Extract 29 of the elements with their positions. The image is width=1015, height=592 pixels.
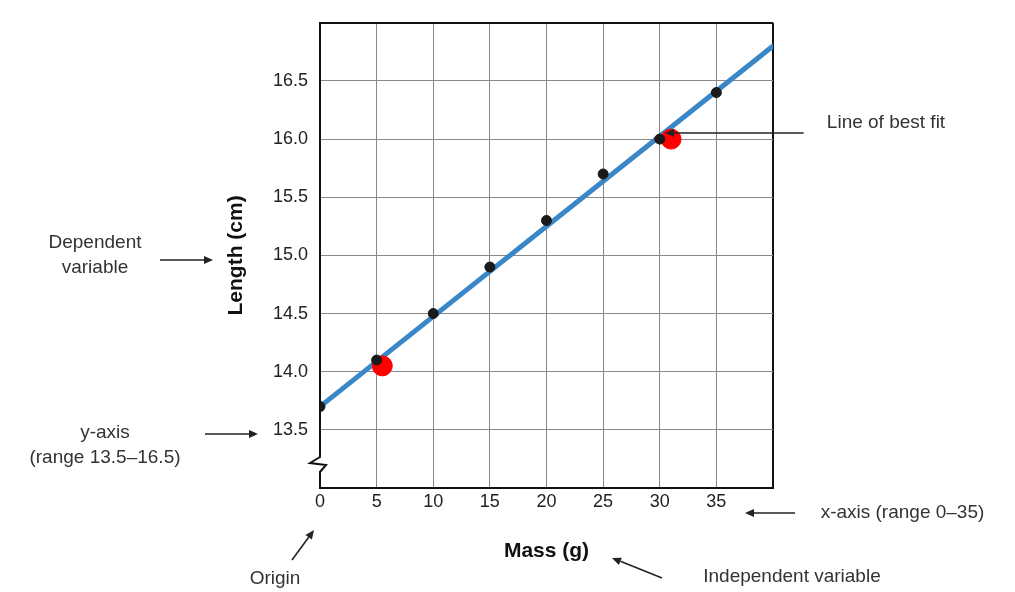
y-tick-label: 15.5: [272, 186, 308, 207]
x-tick-label: 10: [423, 490, 444, 511]
x-tick-label: 35: [706, 490, 727, 511]
y-tick-label: 16.0: [272, 128, 308, 149]
y-tick-label: 14.0: [272, 360, 308, 381]
y-tick-label: 13.5: [272, 418, 308, 439]
point: [541, 215, 552, 227]
point: [427, 308, 439, 320]
x-tick-label: 25: [593, 490, 614, 511]
x-tick-label: 15: [479, 490, 500, 511]
text: Independent variable: [702, 564, 882, 588]
annotation: Line of best fit: [825, 110, 947, 134]
x-tick-label: 30: [649, 490, 670, 511]
text: Origin: [248, 566, 302, 590]
text: Dependent variable: [47, 230, 143, 279]
y-tick-label: 14.5: [272, 302, 308, 323]
x-tick-label: 20: [536, 490, 557, 511]
y-tick-label: 15.0: [272, 244, 308, 265]
point: [710, 87, 722, 99]
point: [484, 261, 496, 273]
x-axis-title: Mass (g): [503, 538, 590, 562]
point: [597, 168, 609, 180]
y-axis-title: Length (cm): [223, 195, 247, 316]
x-tick-label: 5: [371, 490, 382, 511]
x-tick-label: 0: [314, 490, 326, 511]
text: y-axis (range 13.5–16.5): [28, 420, 182, 469]
text: x-axis (range 0–35): [819, 500, 986, 524]
y-tick-label: 16.5: [272, 69, 308, 90]
point: [654, 133, 666, 145]
